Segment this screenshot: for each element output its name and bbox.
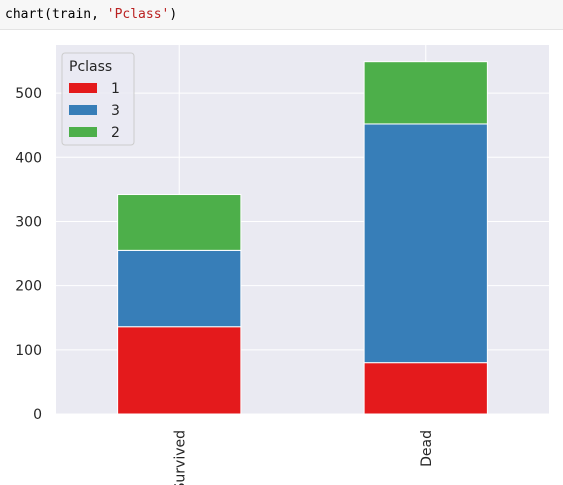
code-call-close: ) (169, 7, 178, 22)
bar-dead-pclass-1 (363, 362, 488, 415)
bar-survived-pclass-2 (117, 194, 242, 251)
code-string-argument: 'Pclass' (106, 7, 170, 22)
legend: Pclass 1 3 2 (61, 52, 135, 146)
y-tick-label: 500 (15, 86, 42, 102)
y-tick-label: 400 (15, 150, 42, 166)
legend-swatch (69, 105, 97, 115)
legend-label: 1 (111, 81, 120, 97)
x-axis-ticks: Survived Dead (172, 430, 435, 485)
bar-dead-pclass-3 (363, 123, 488, 364)
bar-dead-pclass-2 (363, 61, 488, 125)
stacked-bar-chart: 0 100 200 300 400 500 Survived Dead Pclass 1 3 2 (15, 45, 549, 485)
legend-swatch (69, 127, 97, 137)
y-tick-label: 100 (15, 343, 42, 359)
code-line[interactable]: chart(train, 'Pclass') (5, 7, 177, 23)
legend-swatch (69, 83, 97, 93)
y-tick-label: 0 (33, 407, 42, 423)
bar-survived-pclass-1 (117, 326, 242, 415)
legend-title: Pclass (69, 59, 112, 75)
code-cell[interactable]: chart(train, 'Pclass') (0, 0, 563, 30)
cell-output: 0 100 200 300 400 500 Survived Dead Pclass 1 3 2 (0, 30, 563, 485)
legend-label: 3 (111, 103, 120, 119)
legend-box (61, 52, 135, 146)
y-tick-label: 200 (15, 279, 42, 295)
code-call-text: chart(train, (5, 7, 107, 22)
bars (117, 61, 488, 415)
x-tick-label: Survived (172, 430, 188, 485)
bar-survived-pclass-3 (117, 249, 242, 328)
legend-label: 2 (111, 125, 120, 141)
y-axis-ticks: 0 100 200 300 400 500 (15, 86, 42, 423)
y-tick-label: 300 (15, 214, 42, 230)
x-tick-label: Dead (419, 430, 435, 467)
